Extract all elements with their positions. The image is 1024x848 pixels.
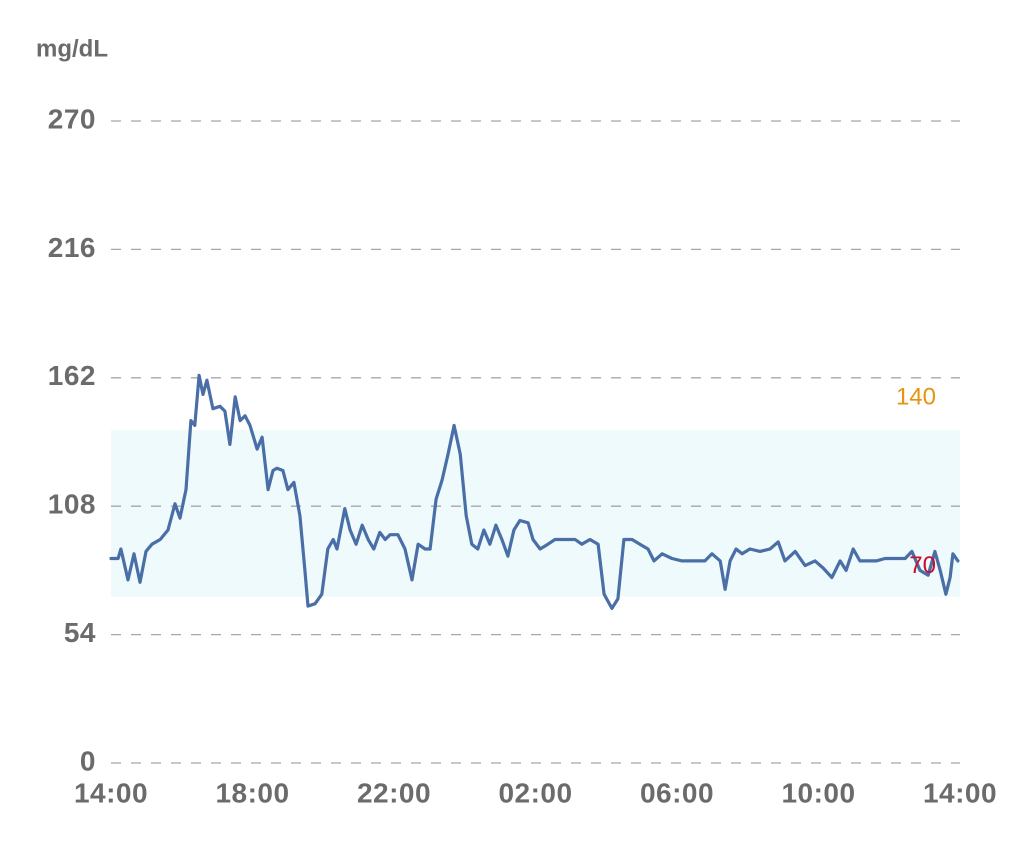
target-range-band	[111, 430, 960, 597]
x-tick-label: 14:00	[923, 777, 997, 808]
y-tick-label: 162	[48, 360, 96, 391]
target-low-label: 70	[909, 552, 936, 579]
x-tick-label: 22:00	[357, 777, 431, 808]
y-tick-label: 0	[80, 745, 96, 776]
x-tick-label: 06:00	[640, 777, 714, 808]
y-tick-label: 108	[48, 489, 96, 520]
x-tick-label: 18:00	[215, 777, 289, 808]
target-high-label: 140	[896, 383, 936, 410]
x-tick-label: 14:00	[74, 777, 148, 808]
glucose-line	[109, 373, 960, 610]
y-tick-label: 270	[48, 103, 96, 134]
y-tick-label: 54	[64, 617, 96, 648]
x-tick-label: 02:00	[498, 777, 572, 808]
y-tick-label: 216	[48, 232, 96, 263]
y-axis-label: mg/dL	[36, 35, 108, 62]
x-tick-label: 10:00	[781, 777, 855, 808]
